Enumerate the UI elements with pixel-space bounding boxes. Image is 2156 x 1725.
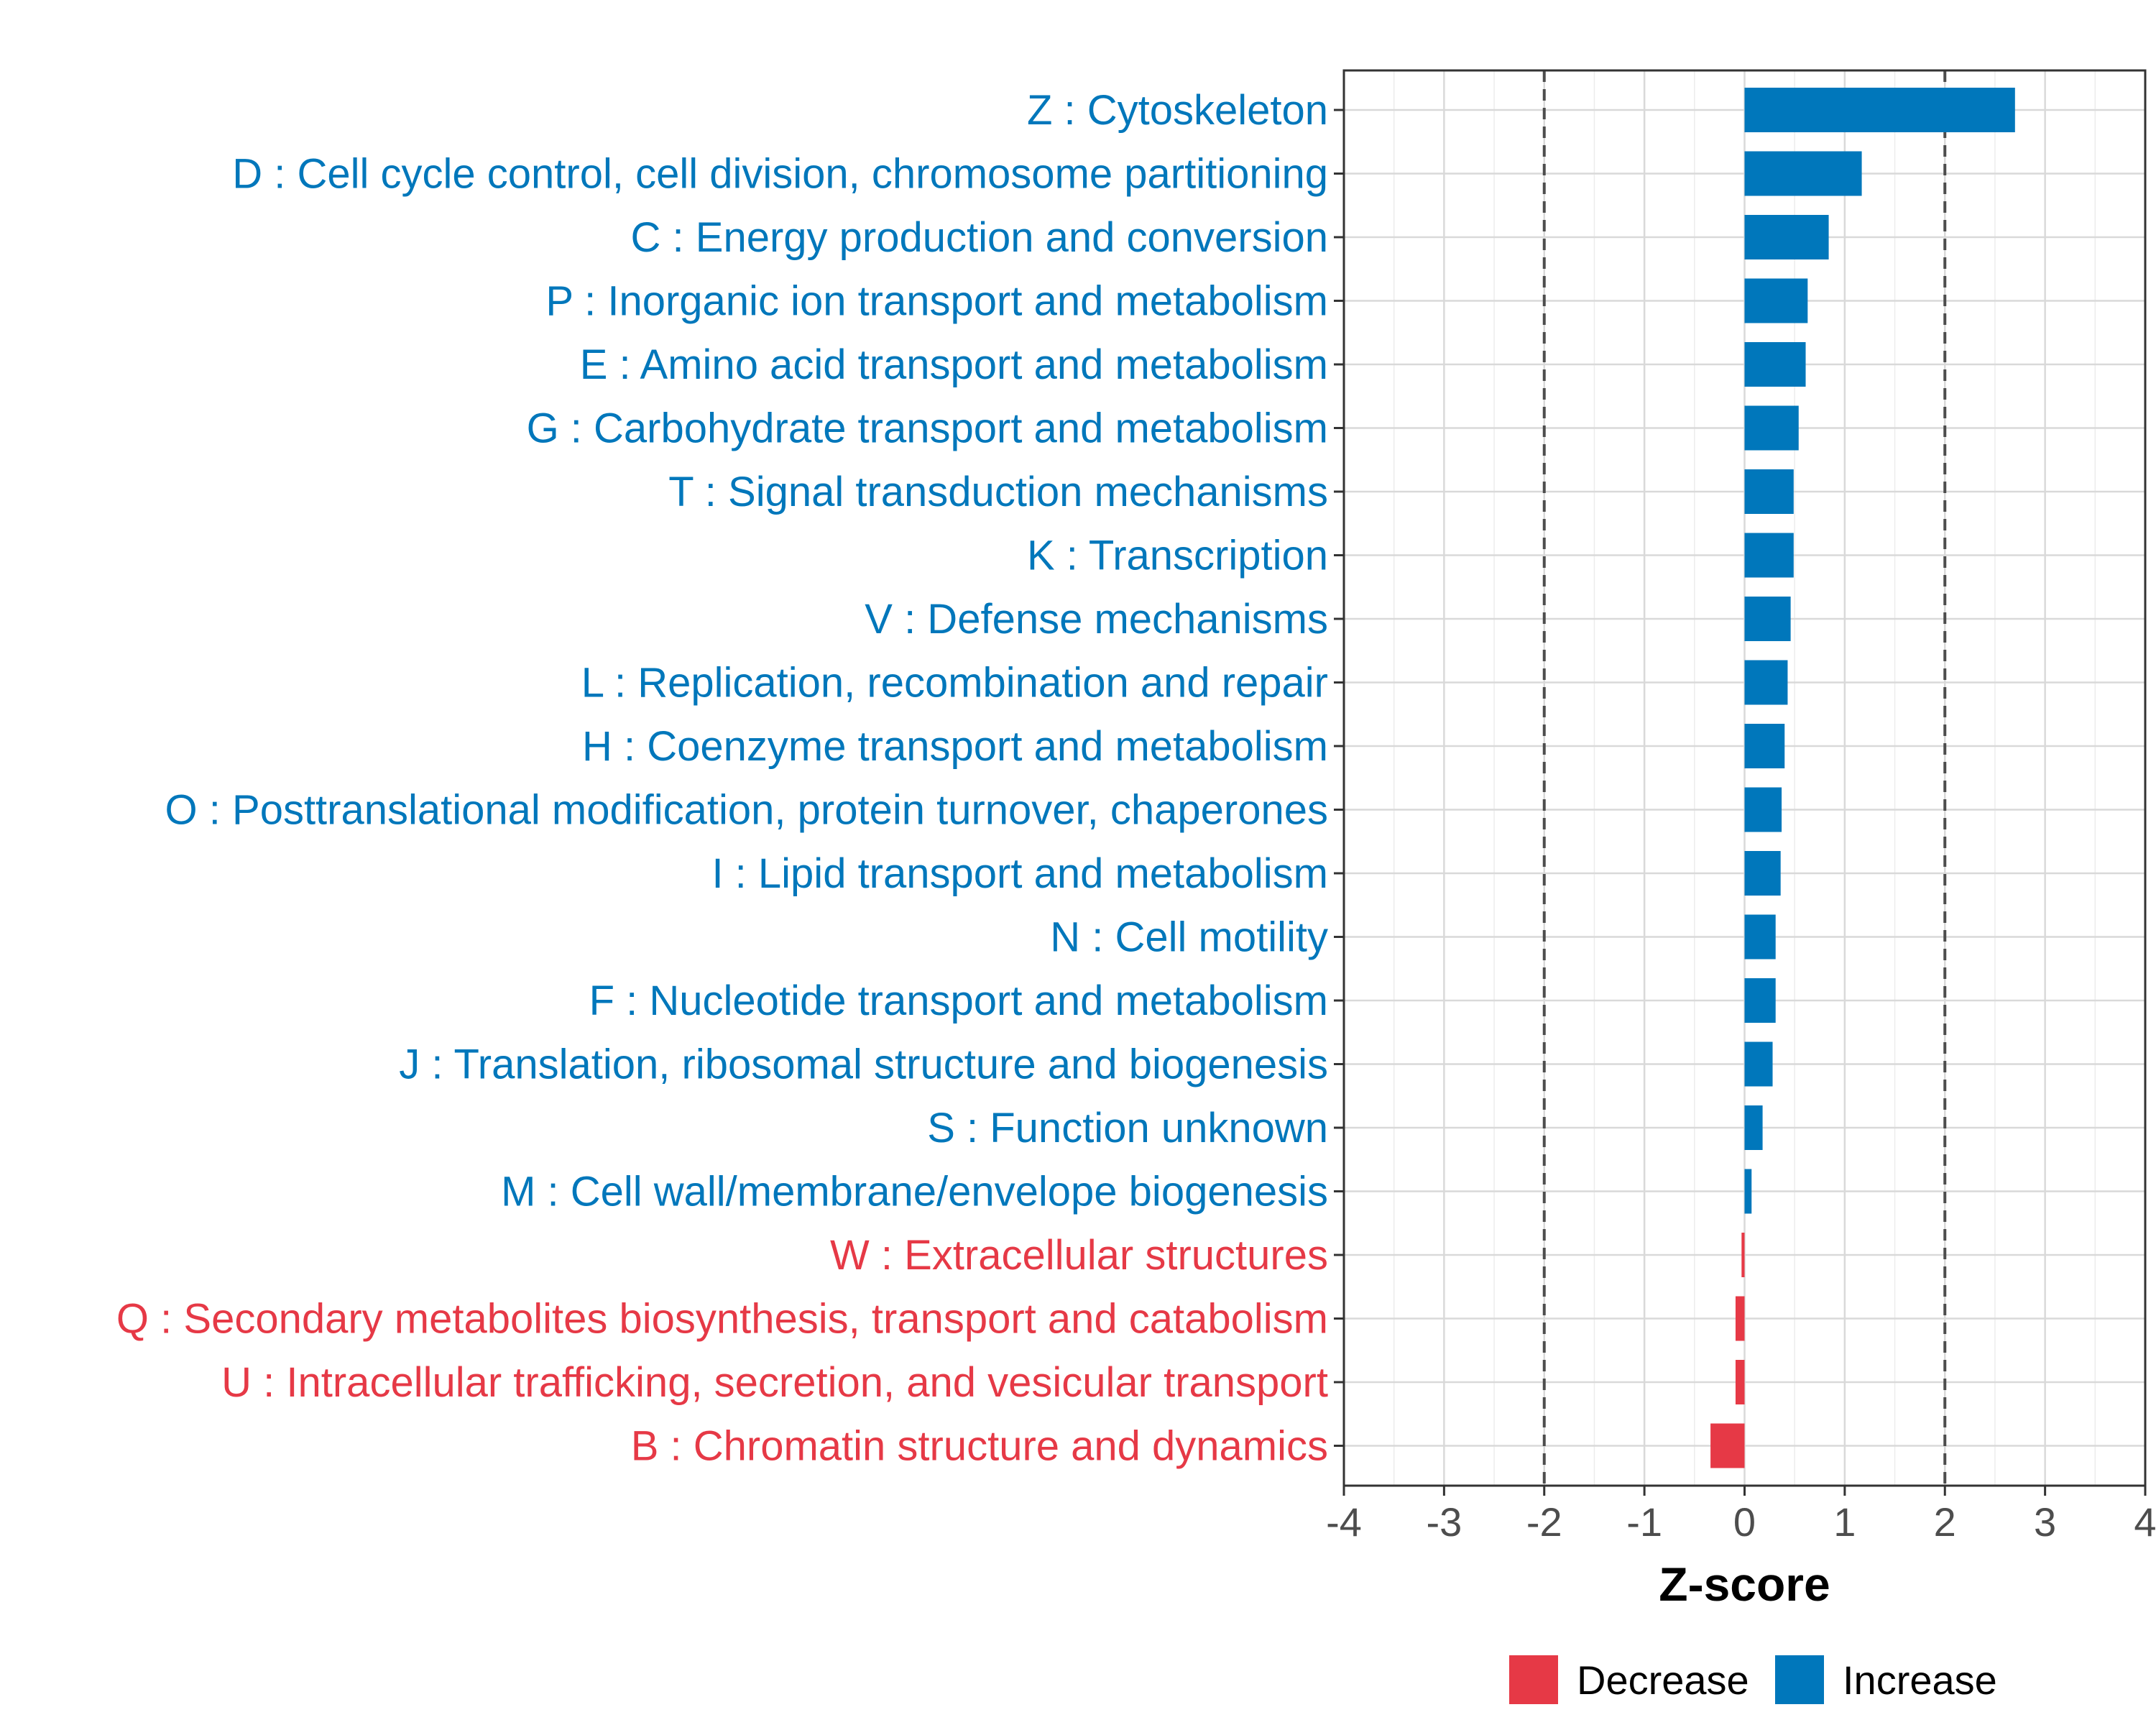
bar (1744, 914, 1776, 960)
category-label: C : Energy production and conversion (631, 214, 1328, 261)
category-label: K : Transcription (1027, 533, 1328, 579)
category-label: H : Coenzyme transport and metabolism (582, 723, 1328, 770)
bar (1744, 851, 1781, 896)
bar (1744, 342, 1806, 387)
x-tick-label: 2 (1934, 1499, 1956, 1545)
category-label: M : Cell wall/membrane/envelope biogenes… (501, 1169, 1328, 1215)
category-label: T : Signal transduction mechanisms (668, 469, 1328, 515)
x-tick-label: 1 (1833, 1499, 1856, 1545)
x-tick-label: -4 (1326, 1499, 1362, 1545)
bar (1744, 533, 1794, 578)
category-label: O : Posttranslational modification, prot… (165, 787, 1328, 834)
bar (1744, 278, 1808, 323)
bar (1735, 1296, 1745, 1341)
bar (1744, 1105, 1763, 1150)
category-label: E : Amino acid transport and metabolism (580, 341, 1328, 388)
category-label: B : Chromatin structure and dynamics (631, 1423, 1328, 1470)
category-label: P : Inorganic ion transport and metaboli… (545, 278, 1328, 325)
x-tick-label: -3 (1426, 1499, 1462, 1545)
category-label: D : Cell cycle control, cell division, c… (232, 151, 1328, 198)
category-label: G : Carbohydrate transport and metabolis… (527, 405, 1328, 452)
bar (1744, 405, 1799, 451)
category-label: I : Lipid transport and metabolism (711, 850, 1328, 897)
bars (1710, 88, 2015, 1468)
bar (1744, 978, 1776, 1023)
x-tick-label: 4 (2134, 1499, 2156, 1545)
category-label: F : Nucleotide transport and metabolism (589, 978, 1328, 1024)
legend-swatch (1775, 1655, 1824, 1704)
category-labels: Z : Cytoskeleton D : Cell cycle control, … (116, 87, 1344, 1470)
bar (1710, 1423, 1745, 1468)
x-tick-label: -2 (1526, 1499, 1562, 1545)
legend-label: Increase (1843, 1657, 1997, 1703)
x-tick-label: -1 (1626, 1499, 1662, 1545)
category-label: W : Extracellular structures (830, 1232, 1328, 1279)
bar (1744, 724, 1785, 768)
x-tick-label: 3 (2034, 1499, 2056, 1545)
bar (1744, 469, 1794, 514)
category-label: L : Replication, recombination and repai… (581, 660, 1328, 707)
bar (1744, 787, 1782, 832)
legend-label: Decrease (1577, 1657, 1749, 1703)
category-label: S : Function unknown (927, 1105, 1328, 1151)
x-axis-title: Z-score (1659, 1558, 1830, 1611)
x-tick-label: 0 (1733, 1499, 1756, 1545)
bar (1741, 1233, 1745, 1277)
bar (1744, 1041, 1773, 1087)
legend: Decrease Increase (1509, 1655, 1997, 1704)
bar (1735, 1360, 1745, 1404)
bar (1744, 151, 1862, 196)
category-label: N : Cell motility (1050, 914, 1328, 961)
category-label: U : Intracellular trafficking, secretion… (221, 1359, 1328, 1406)
x-axis: -4 -3 -2 -1 0 1 2 3 4 (1326, 1486, 2156, 1545)
bar (1744, 660, 1788, 705)
category-label: Z : Cytoskeleton (1027, 87, 1328, 134)
bar (1744, 88, 2015, 132)
legend-swatch (1509, 1655, 1558, 1704)
threshold-lines (1542, 70, 1947, 1486)
bar (1744, 597, 1791, 641)
category-label: J : Translation, ribosomal structure and… (399, 1041, 1328, 1088)
category-label: V : Defense mechanisms (865, 596, 1328, 643)
category-label: Q : Secondary metabolites biosynthesis, … (116, 1296, 1328, 1343)
bar (1744, 215, 1829, 259)
bar (1744, 1169, 1752, 1214)
